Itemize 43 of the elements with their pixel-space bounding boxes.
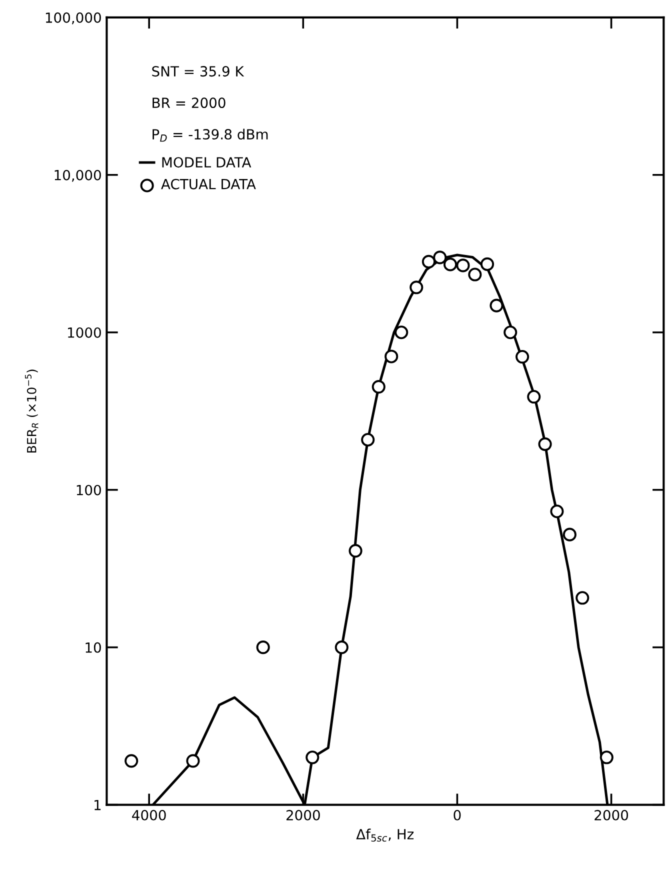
point [348,544,362,558]
point [372,380,386,394]
y-tick-label: 1000 [68,327,101,338]
point [490,298,504,312]
x-tick-label: 0 [454,810,461,820]
y-tick-label: 1 [94,800,101,810]
annotation: BR = 2000 [152,98,226,108]
point [256,640,270,654]
y-tick-label: 100 [76,484,101,496]
point [306,750,320,764]
y-tick-label: 10 [86,642,101,653]
point [186,754,200,768]
point [562,528,576,542]
point [516,350,530,364]
x-tick-label: 2000 [594,810,628,820]
point [550,504,564,518]
x-tick-label: 4000 [132,810,166,820]
point [334,640,348,654]
point [504,326,518,340]
point [527,390,541,404]
legend-label: ACTUAL DATA [161,178,256,190]
point [384,350,398,364]
point [538,437,552,451]
point [361,432,375,447]
y-axis-title: BER$_{R}$ (×10$^{−5}$) [25,370,38,453]
point [124,754,138,768]
y-tick-label: 100,000 [46,12,101,24]
point [394,326,408,340]
x-axis-title: Δf$_{5sc}$, Hz [356,828,414,842]
annotation: P$_{D}$ = -139.8 dBm [152,128,268,142]
point [600,750,614,764]
point [456,258,470,272]
point [444,258,458,272]
point [410,280,424,294]
point [576,591,590,605]
annotation: SNT = 35.9 K [152,66,244,77]
point [468,268,482,282]
point [422,254,436,268]
legend-label: MODEL DATA [162,157,252,168]
point [433,250,447,264]
point [480,257,494,271]
y-tick-label: 10,000 [54,170,101,182]
x-tick-label: 2000 [286,810,320,820]
